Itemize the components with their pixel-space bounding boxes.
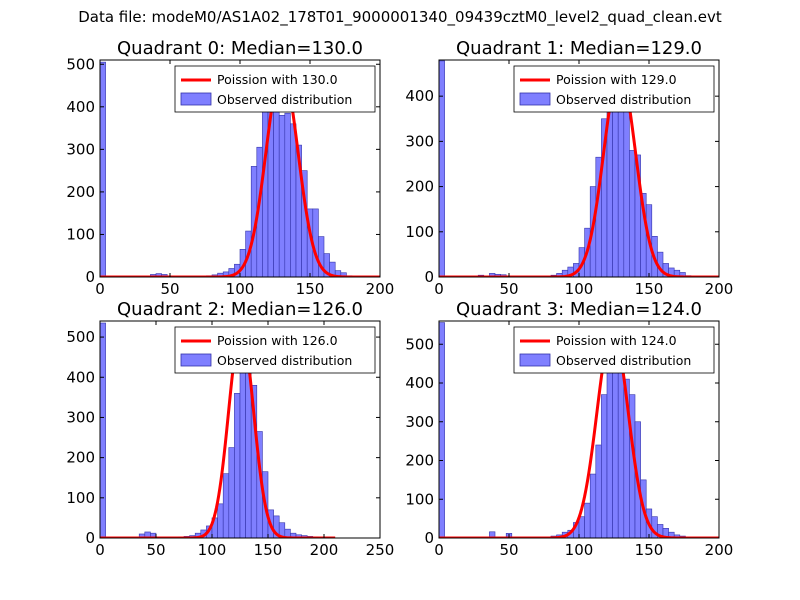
histogram-bar: [439, 60, 445, 277]
legend-bar-swatch: [180, 92, 212, 106]
y-tick-label: 200: [405, 178, 434, 196]
y-tick-label: 300: [405, 132, 434, 150]
histogram-bar: [584, 502, 591, 538]
x-tick-label: 150: [635, 280, 664, 298]
y-tick-label: 100: [405, 490, 434, 508]
x-tick-label: 0: [434, 280, 444, 298]
y-tick-label: 200: [405, 452, 434, 470]
panel-title: Quadrant 2: Median=126.0: [117, 299, 363, 320]
legend-line-label: Poission with 129.0: [556, 72, 677, 87]
y-tick-label: 500: [66, 328, 95, 346]
x-tick-label: 150: [254, 541, 283, 559]
legend-box: [174, 326, 376, 374]
x-tick-label: 50: [146, 541, 165, 559]
plot-content: [439, 60, 719, 277]
y-tick-label: 200: [66, 183, 95, 201]
histogram-bar: [222, 473, 230, 538]
y-tick-label: 400: [405, 374, 434, 392]
legend-bar-swatch: [180, 353, 212, 367]
histogram-bar: [284, 112, 291, 277]
histogram-bar: [217, 503, 224, 538]
histogram-bar: [340, 272, 347, 277]
legend-line-label: Poission with 126.0: [217, 333, 338, 348]
y-tick-label: 0: [424, 529, 434, 547]
x-tick-label: 200: [705, 280, 734, 298]
y-tick-label: 500: [405, 335, 434, 353]
poisson-curve: [439, 69, 719, 277]
x-tick-label: 200: [310, 541, 339, 559]
histogram-bar: [278, 115, 286, 277]
histogram-bar: [262, 97, 269, 277]
x-tick-label: 250: [366, 541, 395, 559]
histogram-bar: [629, 150, 636, 277]
y-tick-label: 300: [66, 408, 95, 426]
x-tick-label: 50: [160, 280, 179, 298]
plot-content: [100, 61, 380, 277]
histogram-bar: [623, 104, 630, 277]
axes-frame: [99, 320, 381, 539]
y-tick-label: 0: [85, 529, 95, 547]
x-tick-label: 0: [95, 280, 105, 298]
histogram-bar: [439, 322, 445, 538]
y-tick-label: 100: [66, 489, 95, 507]
panel-title: Quadrant 1: Median=129.0: [456, 38, 702, 59]
legend-bar-label: Observed distribution: [217, 92, 352, 107]
histogram-bar: [606, 359, 613, 538]
histogram-bar: [100, 61, 106, 277]
histogram-bar: [679, 272, 686, 277]
y-tick-label: 400: [66, 368, 95, 386]
panel-2: 0 50 100 150 200 250 0 100 200 300 400 500 Quadrant …: [66, 299, 394, 559]
plot-content: [439, 322, 719, 538]
legend-bar-label: Observed distribution: [217, 353, 352, 368]
histogram-bar: [578, 516, 585, 538]
histogram-bar: [234, 393, 241, 538]
x-tick-label: 150: [635, 541, 664, 559]
x-tick-label: 0: [95, 541, 105, 559]
y-tick-label: 200: [66, 449, 95, 467]
x-tick-label: 100: [226, 280, 255, 298]
legend-line-label: Poission with 124.0: [556, 333, 677, 348]
y-tick-label: 400: [405, 87, 434, 105]
panel-title: Quadrant 0: Median=130.0: [117, 38, 363, 59]
y-tick-label: 0: [424, 268, 434, 286]
y-tick-label: 0: [85, 268, 95, 286]
legend-bar-swatch: [519, 353, 551, 367]
panel-3: 0 50 100 150 200 0 100 200 300 400 500 Quadrant 3: …: [405, 299, 733, 559]
y-tick-label: 300: [405, 413, 434, 431]
legend-bar-label: Observed distribution: [556, 92, 691, 107]
x-tick-label: 200: [705, 541, 734, 559]
x-tick-label: 100: [565, 280, 594, 298]
panel-1: 0 50 100 150 200 0 100 200 300 400 Quadrant 1: Med…: [405, 38, 733, 298]
histogram-bar: [589, 473, 597, 538]
figure-title: Data file: modeM0/AS1A02_178T01_90000013…: [78, 8, 722, 26]
y-tick-label: 400: [66, 98, 95, 116]
x-tick-label: 100: [198, 541, 227, 559]
histogram-bar: [290, 123, 297, 277]
histogram-bar: [601, 394, 608, 538]
y-tick-label: 300: [66, 140, 95, 158]
legend-bar-swatch: [519, 92, 551, 106]
panel-0: 0 50 100 150 200 0 100 200 300 400 500 Quadrant 0: …: [66, 38, 394, 298]
histogram-bar: [595, 444, 602, 538]
y-tick-label: 100: [66, 225, 95, 243]
legend-bar-label: Observed distribution: [556, 353, 691, 368]
histogram-bar: [100, 322, 106, 538]
x-tick-label: 200: [366, 280, 395, 298]
poisson-curve: [100, 68, 380, 277]
panel-title: Quadrant 3: Median=124.0: [456, 299, 702, 320]
y-tick-label: 500: [66, 55, 95, 73]
y-tick-label: 100: [405, 223, 434, 241]
legend-line-label: Poission with 130.0: [217, 72, 338, 87]
x-tick-label: 100: [565, 541, 594, 559]
x-tick-label: 150: [296, 280, 325, 298]
x-tick-label: 50: [499, 541, 518, 559]
x-tick-label: 0: [434, 541, 444, 559]
histogram-bar: [228, 447, 235, 538]
x-tick-label: 50: [499, 280, 518, 298]
